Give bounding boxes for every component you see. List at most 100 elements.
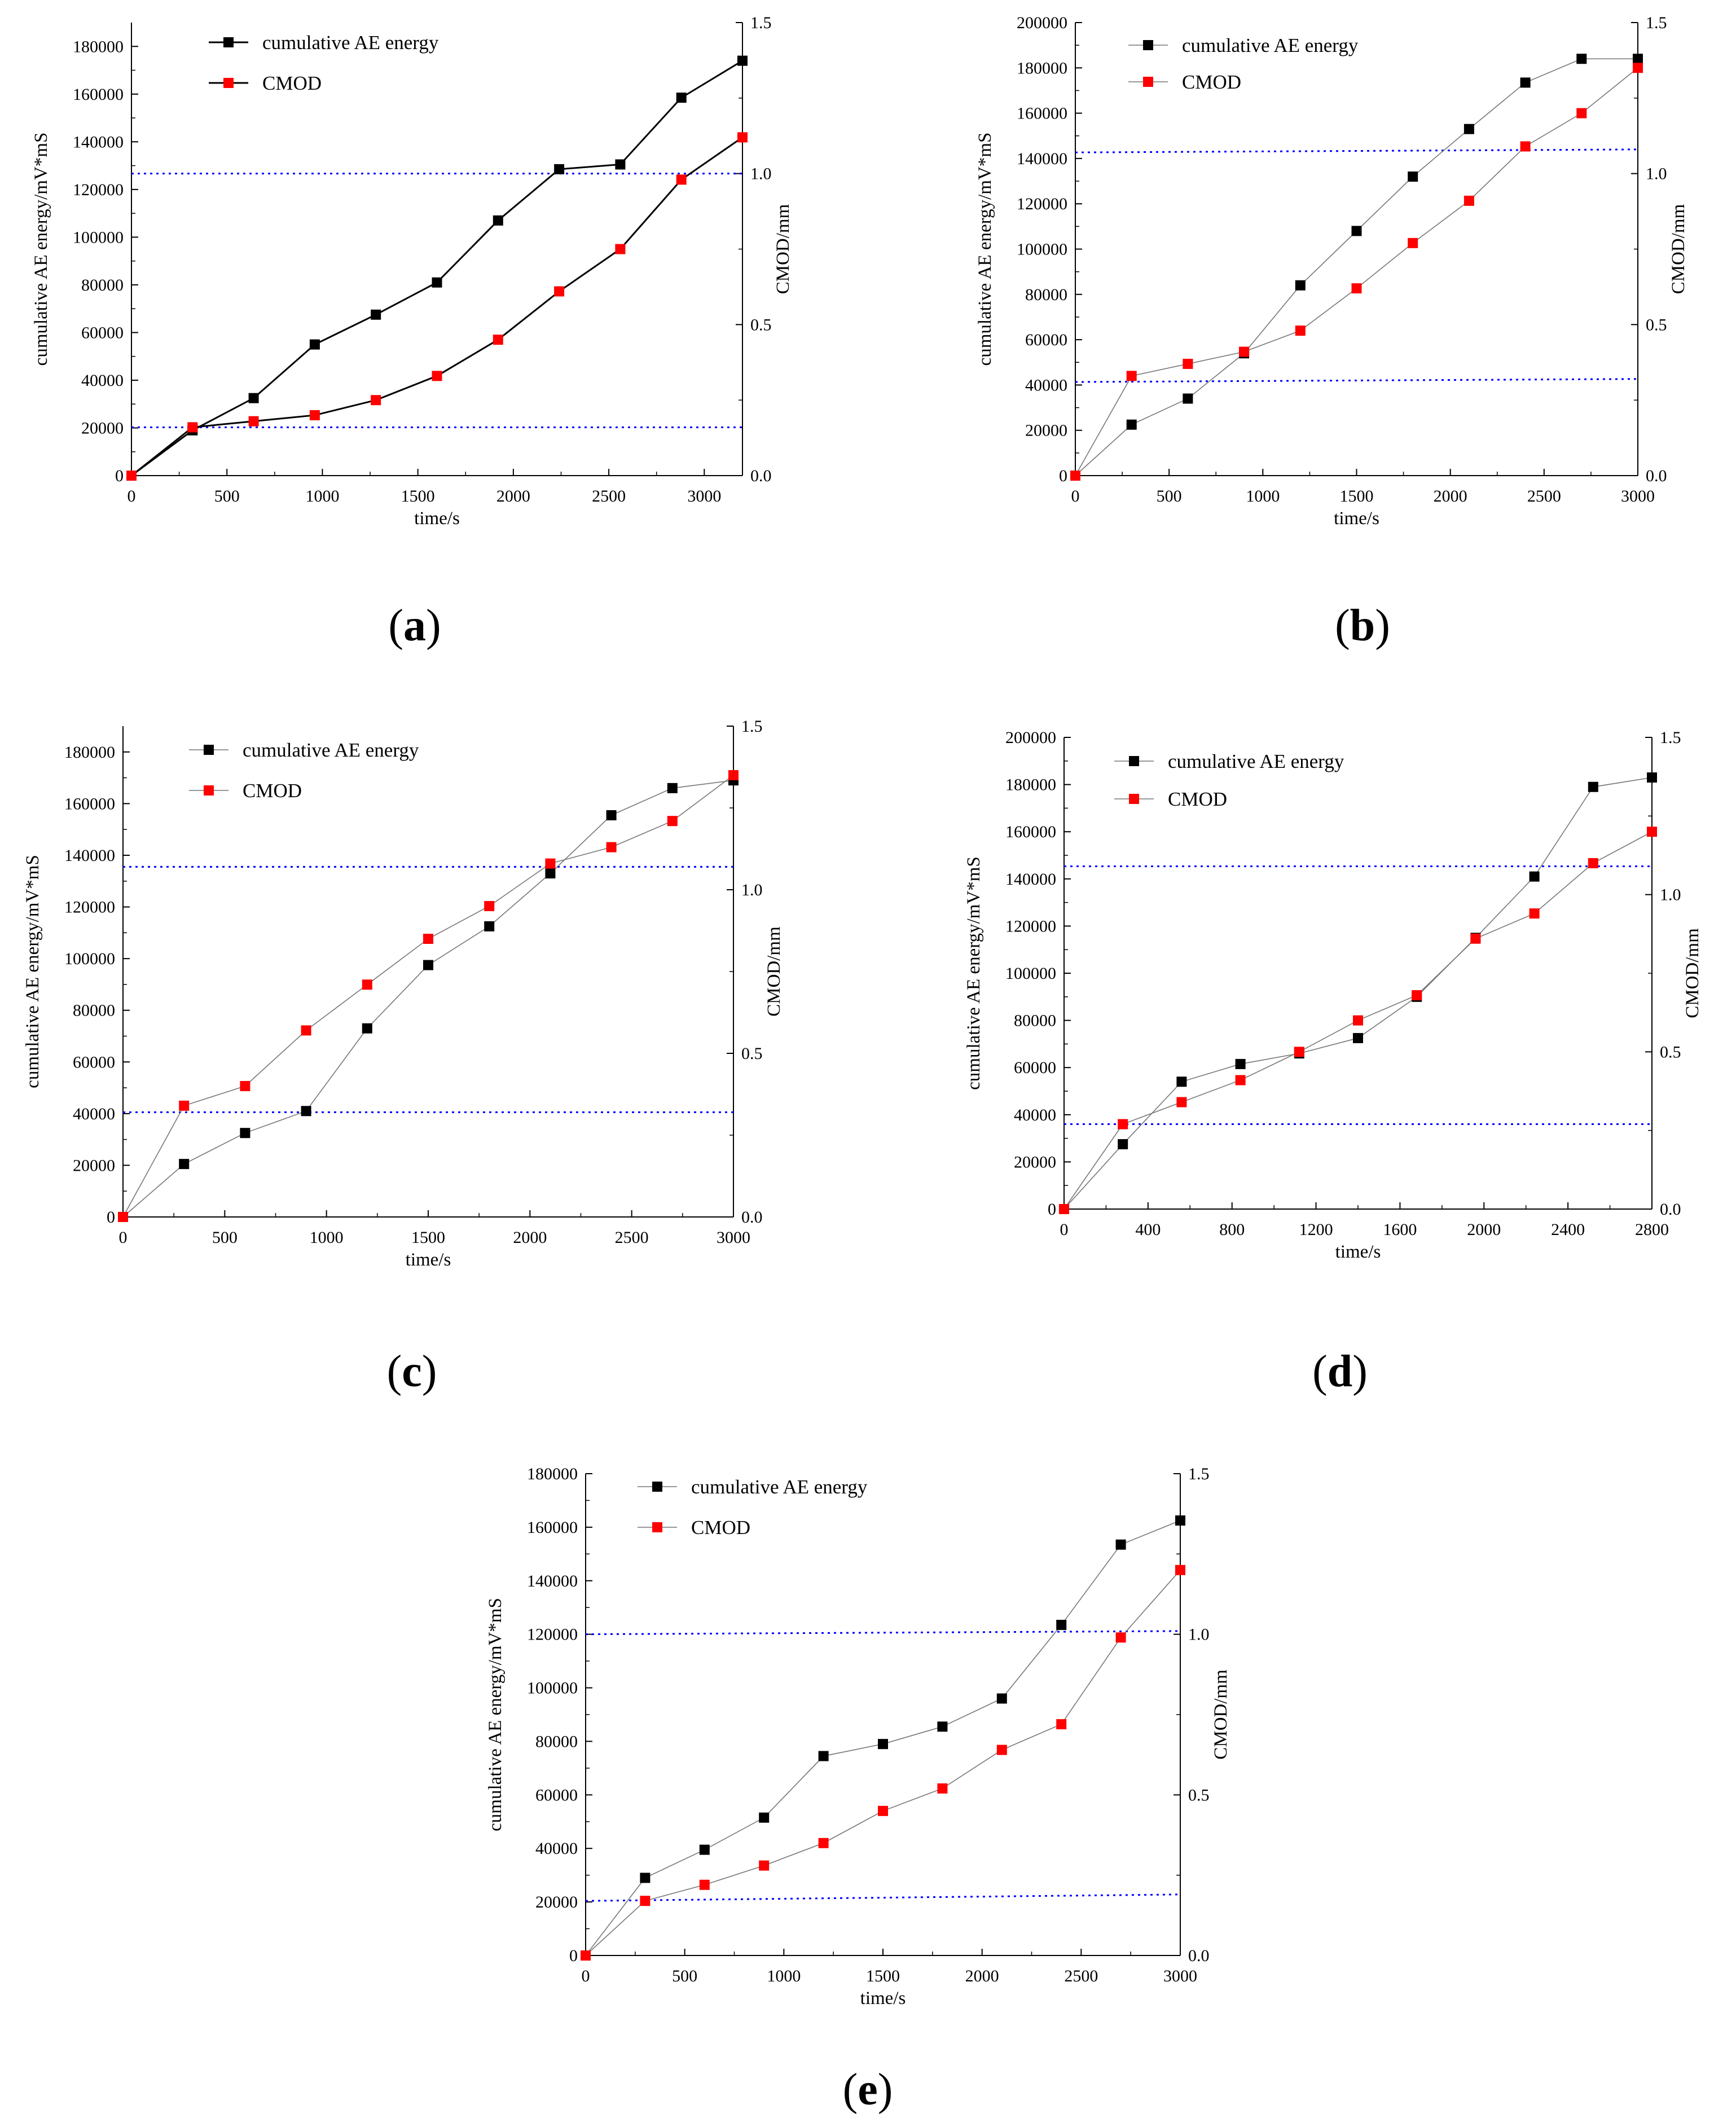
energy-point	[423, 960, 433, 970]
x-tick-label: 1500	[866, 1967, 900, 1985]
x-tick-label: 2500	[1527, 487, 1561, 506]
y2-tick-label: 1.0	[1646, 165, 1667, 183]
y-tick-label: 0	[569, 1946, 578, 1965]
cmod-point	[1056, 1719, 1067, 1730]
panel-label: (a)	[388, 601, 441, 651]
y-tick-label: 120000	[527, 1625, 578, 1644]
energy-point	[1176, 1076, 1187, 1087]
x-tick-label: 1500	[1340, 487, 1374, 506]
cmod-point	[371, 395, 381, 406]
legend-marker	[1143, 77, 1153, 87]
y-tick-label: 0	[107, 1208, 115, 1227]
energy-point	[301, 1106, 311, 1117]
cmod-point	[1239, 346, 1250, 357]
energy-series-line	[122, 780, 734, 1218]
y2-axis-title: CMOD/mm	[1682, 928, 1703, 1018]
chart-panel-b: 0 500 1000 1500 2000 2500 3000 0 20000 40000 60000…	[975, 14, 1689, 651]
cmod-point	[545, 858, 556, 869]
cmod-point	[423, 934, 433, 944]
energy-point	[1408, 172, 1418, 182]
y-tick-label: 100000	[527, 1679, 578, 1698]
y2-axis-title: CMOD/mm	[764, 926, 784, 1017]
energy-point	[493, 215, 503, 226]
energy-point	[309, 339, 320, 350]
y2-tick-label: 0.0	[1660, 1200, 1681, 1219]
cmod-series-line	[585, 1570, 1181, 1956]
energy-point	[1056, 1620, 1067, 1631]
guide-line	[1075, 378, 1638, 383]
energy-point	[1520, 77, 1531, 88]
x-tick-label: 0	[1071, 487, 1080, 506]
y2-tick-label: 1.0	[1188, 1625, 1210, 1644]
cmod-point	[996, 1744, 1007, 1755]
cmod-point	[1520, 141, 1531, 152]
cmod-point	[1529, 908, 1540, 919]
y-tick-label: 40000	[1025, 376, 1067, 394]
legend-label: CMOD	[243, 780, 302, 802]
cmod-point	[484, 901, 495, 911]
panel-label: (c)	[387, 1347, 437, 1396]
cmod-point	[1463, 195, 1474, 206]
y2-axis-title: CMOD/mm	[773, 204, 793, 294]
energy-point	[1118, 1139, 1128, 1150]
cmod-point	[126, 471, 137, 481]
y-axis-title: cumulative AE energy/mV*mS	[23, 855, 43, 1088]
cmod-point	[1353, 1015, 1363, 1026]
cmod-point	[699, 1879, 710, 1890]
cmod-point	[248, 416, 259, 427]
y-tick-label: 80000	[1014, 1012, 1056, 1030]
y-tick-label: 180000	[73, 37, 124, 56]
cmod-point	[309, 410, 320, 420]
y2-tick-label: 0.0	[1646, 467, 1667, 485]
legend-label: cumulative AE energy	[243, 739, 419, 761]
energy-point	[1235, 1058, 1246, 1069]
x-axis-title: time/s	[414, 508, 460, 529]
energy-point	[615, 159, 626, 170]
x-tick-label: 1200	[1299, 1220, 1333, 1239]
y-tick-label: 100000	[64, 950, 115, 968]
y-tick-label: 160000	[1005, 823, 1056, 841]
energy-point	[937, 1721, 948, 1732]
panel-label: (b)	[1335, 601, 1390, 651]
legend-marker	[223, 78, 234, 88]
cmod-point	[493, 335, 503, 345]
legend-marker	[1129, 756, 1139, 766]
x-tick-label: 2400	[1551, 1220, 1585, 1239]
legend-marker	[204, 785, 214, 796]
y-tick-label: 160000	[1017, 104, 1067, 123]
cmod-point	[1176, 1097, 1187, 1108]
cmod-series-line	[122, 775, 734, 1218]
y-tick-label: 140000	[1005, 870, 1056, 889]
x-tick-label: 2000	[496, 487, 530, 506]
legend-label: CMOD	[262, 72, 322, 94]
y2-tick-label: 0.0	[741, 1208, 763, 1227]
panel-label: (e)	[843, 2065, 893, 2115]
cmod-point	[737, 132, 748, 143]
energy-point	[996, 1693, 1007, 1704]
y2-tick-label: 0.0	[750, 467, 772, 485]
y2-tick-label: 1.5	[1188, 1465, 1210, 1483]
energy-point	[1576, 54, 1587, 64]
guide-line	[585, 1630, 1181, 1636]
x-tick-label: 1000	[767, 1967, 801, 1985]
energy-point	[1588, 781, 1598, 792]
y2-tick-label: 1.0	[750, 165, 772, 183]
x-tick-label: 3000	[687, 487, 721, 506]
y2-tick-label: 0.5	[741, 1044, 763, 1063]
y-tick-label: 180000	[1005, 776, 1056, 794]
energy-point	[1295, 280, 1306, 291]
x-tick-label: 1000	[305, 487, 339, 506]
y-tick-label: 140000	[73, 133, 124, 151]
y-tick-label: 120000	[73, 181, 124, 199]
energy-point	[1633, 54, 1643, 64]
x-axis-title: time/s	[406, 1250, 451, 1270]
y-tick-label: 0	[1059, 467, 1067, 485]
y-tick-label: 120000	[1005, 917, 1056, 935]
legend-label: cumulative AE energy	[262, 32, 439, 54]
cmod-point	[728, 770, 739, 780]
y2-tick-label: 0.0	[1188, 1946, 1210, 1965]
x-tick-label: 500	[672, 1967, 697, 1985]
x-tick-label: 2500	[592, 487, 626, 506]
y-tick-label: 20000	[1025, 421, 1067, 440]
